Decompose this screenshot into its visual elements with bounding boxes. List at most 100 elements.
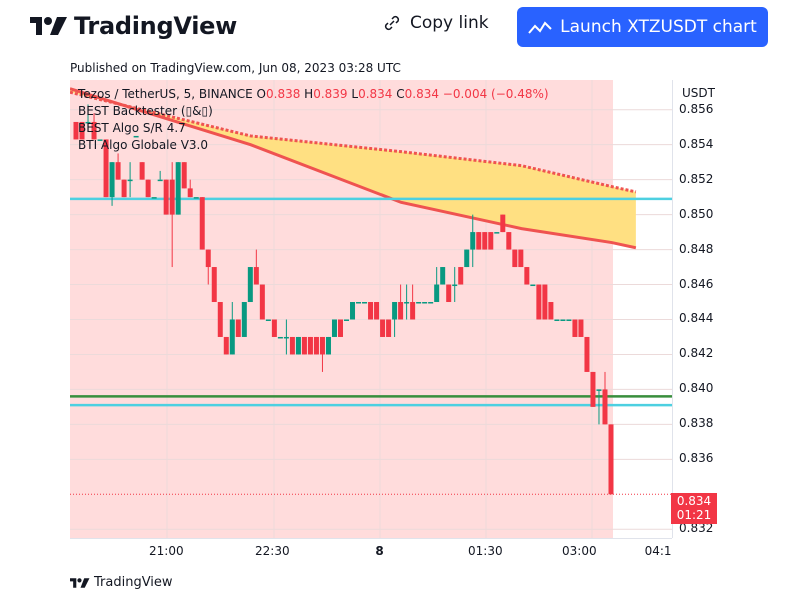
candle-body: [109, 162, 115, 198]
close-label: C: [392, 87, 405, 101]
chart-line-icon: [528, 21, 552, 34]
candle-body: [578, 319, 584, 337]
candle-body: [362, 302, 368, 304]
high-label: H: [300, 87, 314, 101]
candle: [79, 121, 85, 140]
candle-body: [416, 302, 422, 304]
candle: [139, 162, 145, 180]
candle-body: [380, 319, 386, 337]
candle: [115, 153, 121, 180]
candle: [374, 302, 380, 320]
candle: [211, 267, 217, 303]
candle: [145, 179, 151, 198]
high-value: 0.839: [313, 87, 348, 101]
published-info: Published on TradingView.com, Jun 08, 20…: [70, 61, 401, 75]
candle-body: [506, 232, 512, 250]
candle-body: [145, 179, 151, 198]
time-tick: 01:30: [468, 544, 503, 558]
candle-body: [434, 284, 440, 303]
candle-body: [127, 179, 133, 182]
tradingview-logo[interactable]: TradingView: [30, 12, 237, 40]
band-upper-line: [70, 90, 637, 194]
candle: [380, 319, 386, 337]
candle: [524, 267, 530, 285]
price-tick: 0.832: [679, 521, 714, 536]
candle-body: [464, 249, 470, 268]
copy-link-button[interactable]: Copy link: [382, 13, 489, 33]
candle-body: [374, 302, 380, 320]
candle-body: [325, 336, 331, 355]
candle: [482, 232, 488, 250]
price-tick: 0.840: [679, 381, 714, 396]
candle: [85, 104, 91, 131]
price-axis[interactable]: [672, 80, 731, 538]
price-tick: 0.852: [679, 171, 714, 186]
candle: [578, 319, 584, 337]
candle: [410, 284, 416, 320]
candle-body: [331, 319, 337, 337]
candle: [187, 179, 193, 198]
candle: [488, 232, 494, 250]
launch-chart-button[interactable]: Launch XTZUSDT chart: [517, 7, 768, 47]
candle: [73, 121, 79, 140]
launch-chart-label: Launch XTZUSDT chart: [560, 17, 757, 37]
candle: [223, 336, 229, 355]
candle: [295, 336, 301, 355]
candle: [476, 232, 482, 250]
candle: [253, 249, 259, 285]
candle-body: [121, 179, 127, 198]
candle: [368, 302, 374, 320]
candle-body: [163, 179, 169, 215]
candle-body: [386, 319, 392, 337]
candle-body: [211, 267, 217, 303]
candle-body: [470, 232, 476, 250]
footer-brand[interactable]: TradingView: [70, 575, 173, 590]
price-chart[interactable]: [70, 80, 672, 538]
candle: [422, 302, 428, 304]
candle-body: [572, 319, 578, 337]
candle: [307, 336, 313, 355]
symbol-text: Tezos / TetherUS, 5, BINANCE O: [78, 87, 266, 101]
candle: [325, 336, 331, 355]
candle-body: [169, 179, 175, 215]
candle: [356, 302, 362, 304]
candle-body: [97, 139, 103, 141]
candle-body: [404, 302, 410, 304]
candle: [277, 336, 283, 339]
candle-body: [133, 135, 139, 138]
candle-body: [512, 249, 518, 268]
time-axis[interactable]: [70, 538, 672, 567]
candle: [151, 197, 157, 199]
indicator-backtester[interactable]: BEST Backtester (▯&▯): [78, 104, 213, 118]
candle-body: [301, 336, 307, 355]
candle: [331, 319, 337, 337]
candle: [157, 170, 163, 182]
indicator-sr[interactable]: BEST Algo S/R 4.7: [78, 121, 186, 135]
candle-body: [265, 319, 271, 321]
axis-currency: USDT: [682, 86, 715, 100]
time-tick: 04:1: [644, 544, 672, 558]
candle-body: [187, 188, 193, 198]
price-tick: 0.856: [679, 101, 714, 116]
candle: [350, 302, 356, 320]
candle-body: [283, 336, 289, 339]
candle-body: [151, 197, 157, 199]
candle-body: [356, 302, 362, 304]
candle: [344, 319, 350, 321]
candle: [91, 113, 97, 140]
candle-body: [223, 336, 229, 355]
candle: [494, 232, 500, 234]
last-price-value: 0.834: [676, 494, 712, 508]
candle-body: [175, 162, 181, 215]
indicator-globale[interactable]: BTI Algo Globale V3.0: [78, 138, 209, 152]
candle: [121, 179, 127, 198]
price-tick: 0.842: [679, 346, 714, 361]
candle-body: [199, 197, 205, 250]
change-value: −0.004 (−0.48%): [438, 87, 549, 101]
candle-body: [319, 336, 325, 355]
candle-body: [337, 319, 343, 337]
candle-body: [554, 319, 560, 321]
candle: [506, 232, 512, 250]
candle-body: [217, 302, 223, 337]
candle-body: [241, 302, 247, 337]
